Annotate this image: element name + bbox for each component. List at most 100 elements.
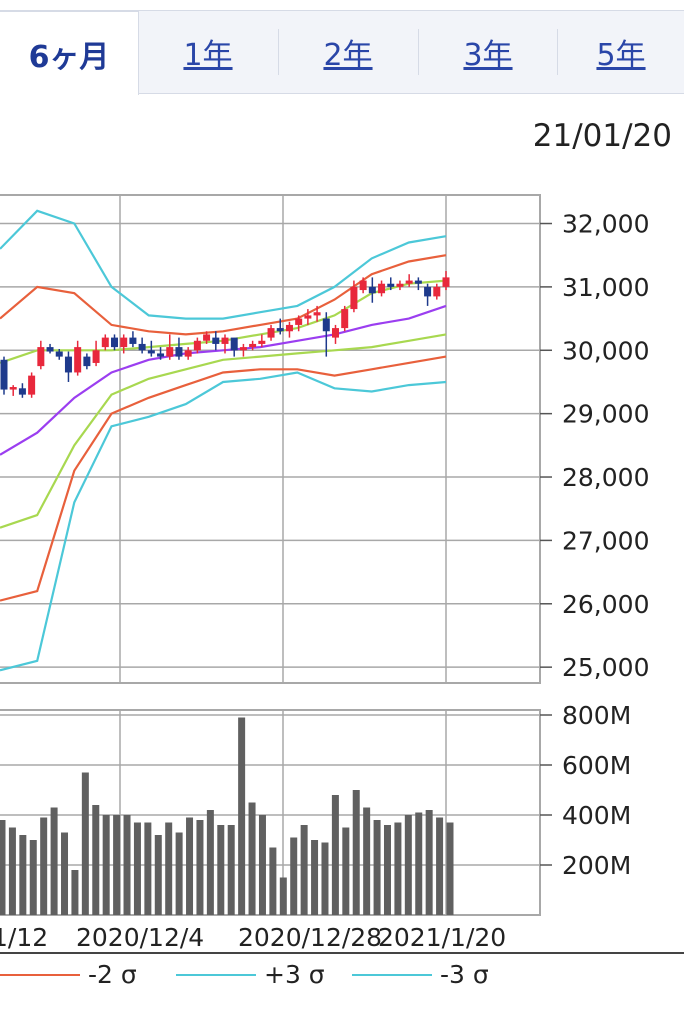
band-line-plus3sigma xyxy=(0,209,447,320)
volume-tick-label: 400M xyxy=(562,801,631,830)
latest-date-label: 21/01/20 xyxy=(532,118,672,154)
candle-body xyxy=(138,343,146,351)
volume-bar xyxy=(321,842,329,915)
candle-body xyxy=(28,375,36,395)
candle-body xyxy=(111,337,118,348)
volume-bar xyxy=(154,835,162,915)
candle-body xyxy=(304,315,312,319)
tab-1-year[interactable]: 1年 xyxy=(183,38,233,73)
price-tick-label: 32,000 xyxy=(562,210,649,239)
candle-body xyxy=(405,280,413,284)
volume-bar xyxy=(446,822,454,915)
volume-bar xyxy=(394,822,402,915)
volume-bar xyxy=(71,870,79,915)
candle-body xyxy=(175,347,183,357)
candle-body xyxy=(212,337,220,344)
volume-bar xyxy=(8,827,16,915)
band-line-minus2sigma xyxy=(0,355,447,602)
volume-tick-label: 800M xyxy=(562,701,631,730)
candle-body xyxy=(433,286,441,297)
candle-body xyxy=(276,328,284,332)
price-tick-label: 28,000 xyxy=(562,463,649,492)
candle-body xyxy=(322,318,330,332)
candle-body xyxy=(313,312,321,316)
volume-bar xyxy=(238,717,246,915)
candle-body xyxy=(64,356,72,373)
volume-bar xyxy=(206,810,214,915)
candle-body xyxy=(101,337,109,348)
candle-body xyxy=(350,286,358,310)
price-tick-label: 30,000 xyxy=(562,336,649,365)
legend-swatch xyxy=(352,973,432,976)
volume-bar xyxy=(290,837,298,915)
candle-body xyxy=(55,351,63,357)
candle-body xyxy=(147,350,155,354)
volume-bar xyxy=(0,820,6,915)
price-plot-frame xyxy=(0,194,541,684)
candle-body xyxy=(9,387,17,390)
candle-body xyxy=(359,280,367,291)
volume-bar xyxy=(196,820,204,915)
legend-item-minus-2-sigma: -2 σ xyxy=(0,960,137,989)
volume-bar xyxy=(217,825,225,915)
candle-body xyxy=(120,337,128,348)
band-line-minus3sigma xyxy=(0,371,447,672)
volume-bar xyxy=(40,817,48,915)
price-tick-label: 31,000 xyxy=(562,273,649,302)
volume-bar xyxy=(383,825,391,915)
candle-body xyxy=(203,334,211,341)
candle-body xyxy=(249,343,257,348)
legend-label: -3 σ xyxy=(440,960,489,989)
tab-5-years[interactable]: 5年 xyxy=(596,38,646,73)
volume-bar xyxy=(425,810,433,915)
candle-body xyxy=(258,340,266,344)
legend-label: -2 σ xyxy=(88,960,137,989)
candle-body xyxy=(332,328,339,338)
volume-bar xyxy=(144,822,152,915)
volume-bar xyxy=(113,815,121,915)
candle-body xyxy=(129,337,137,344)
volume-bar xyxy=(331,795,339,915)
volume-bar xyxy=(50,807,58,915)
date-tick-label: 2020/12/4 xyxy=(76,923,204,952)
band-line-minus1sigma xyxy=(0,333,447,529)
candle-body xyxy=(396,283,404,287)
volume-bar xyxy=(81,772,89,915)
volume-bar xyxy=(258,815,266,915)
volume-bar xyxy=(279,877,287,915)
date-tick-label: 1/12 xyxy=(0,923,48,952)
volume-bar xyxy=(404,815,412,915)
candle-body xyxy=(92,350,100,363)
volume-bar xyxy=(29,840,37,915)
tab-2-years[interactable]: 2年 xyxy=(323,38,373,73)
candle-body xyxy=(267,328,275,338)
candle-body xyxy=(239,347,247,351)
legend-swatch xyxy=(0,973,80,976)
band-line-MA xyxy=(0,304,447,456)
candle-body xyxy=(387,283,395,287)
candle-body xyxy=(193,340,201,351)
chart-legend: -2 σ +3 σ -3 σ xyxy=(0,952,684,998)
volume-bar xyxy=(342,827,350,915)
tab-3-years[interactable]: 3年 xyxy=(463,38,513,73)
volume-bar xyxy=(133,822,141,915)
price-tick-label: 29,000 xyxy=(562,400,649,429)
volume-bar xyxy=(61,832,69,915)
candle-body xyxy=(0,359,8,390)
tab-6-months[interactable]: 6ヶ月 xyxy=(0,10,139,95)
volume-bar xyxy=(165,822,173,915)
volume-bar xyxy=(186,817,194,915)
volume-bar xyxy=(227,825,235,915)
candle-body xyxy=(341,309,349,329)
price-tick-label: 25,000 xyxy=(562,653,649,682)
legend-swatch xyxy=(176,973,256,976)
date-tick-label: 2021/1/20 xyxy=(378,923,506,952)
date-tick-label: 2020/12/28 xyxy=(238,923,382,952)
candle-body xyxy=(184,350,192,357)
candle-body xyxy=(37,347,45,367)
candle-body xyxy=(157,353,165,357)
candle-body xyxy=(83,356,91,367)
volume-bar xyxy=(363,807,371,915)
volume-bar xyxy=(269,847,277,915)
